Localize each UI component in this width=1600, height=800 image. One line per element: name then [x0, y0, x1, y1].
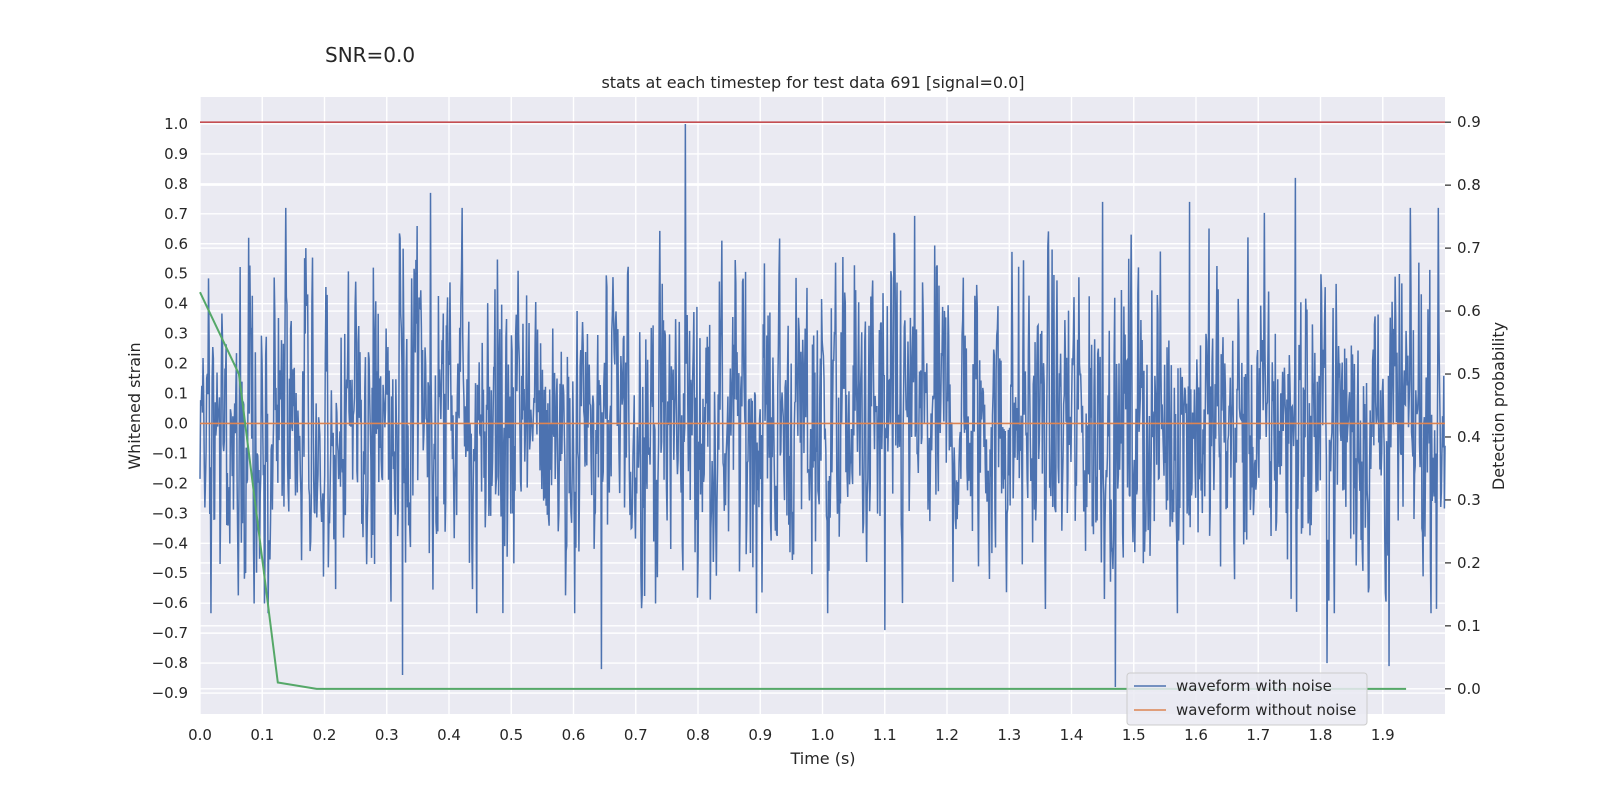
suptitle: SNR=0.0	[325, 43, 415, 67]
legend-label-noise: waveform with noise	[1176, 677, 1332, 695]
x-tick-label-7: 0.7	[624, 726, 648, 744]
y-left-tick-label-11: −0.1	[152, 444, 188, 462]
y-left-tick-label-16: −0.6	[152, 594, 188, 612]
y-left-axis-label: Whitened strain	[125, 342, 144, 469]
x-tick-label-16: 1.6	[1184, 726, 1208, 744]
y-right-tick-label-3: 0.6	[1457, 302, 1481, 320]
y-left-tick-label-3: 0.7	[164, 205, 188, 223]
y-right-tick-label-7: 0.2	[1457, 554, 1481, 572]
y-left-tick-label-18: −0.8	[152, 654, 188, 672]
y-right-tick-label-5: 0.4	[1457, 428, 1481, 446]
y-right-tick-label-2: 0.7	[1457, 239, 1481, 257]
y-right-tick-label-6: 0.3	[1457, 491, 1481, 509]
y-left-tick-label-6: 0.4	[164, 295, 188, 313]
y-left-tick-label-12: −0.2	[152, 474, 188, 492]
y-left-tick-label-0: 1.0	[164, 115, 188, 133]
y-left-tick-label-5: 0.5	[164, 265, 188, 283]
y-left-tick-label-1: 0.9	[164, 145, 188, 163]
x-tick-label-19: 1.9	[1371, 726, 1395, 744]
y-left-tick-label-8: 0.2	[164, 355, 188, 373]
legend-label-clean: waveform without noise	[1176, 701, 1356, 719]
x-tick-label-15: 1.5	[1122, 726, 1146, 744]
x-tick-label-9: 0.9	[748, 726, 772, 744]
noise-waveform-path	[199, 123, 1446, 688]
noise-waveform	[199, 123, 1446, 688]
x-tick-label-0: 0.0	[188, 726, 212, 744]
x-tick-label-2: 0.2	[313, 726, 337, 744]
y-right-tick-label-1: 0.8	[1457, 176, 1481, 194]
y-left-tick-label-9: 0.1	[164, 385, 188, 403]
y-left-axis-ticks: 1.0 0.9 0.8 0.7 0.6 0.5 0.4 0.3 0.2 0.1 0.0 −0.1 −0.…	[152, 115, 188, 702]
y-right-tick-label-9: 0.0	[1457, 680, 1481, 698]
y-right-tick-label-4: 0.5	[1457, 365, 1481, 383]
x-tick-label-12: 1.2	[935, 726, 959, 744]
x-tick-label-4: 0.4	[437, 726, 461, 744]
y-left-tick-label-19: −0.9	[152, 684, 188, 702]
x-tick-label-6: 0.6	[562, 726, 586, 744]
x-axis-label: Time (s)	[789, 749, 855, 768]
x-tick-label-3: 0.3	[375, 726, 399, 744]
y-right-axis-ticks: 0.9 0.8 0.7 0.6 0.5 0.4 0.3 0.2 0.1 0.0	[1445, 113, 1481, 698]
y-right-axis-label: Detection probability	[1489, 322, 1508, 490]
x-tick-label-14: 1.4	[1060, 726, 1084, 744]
x-axis-ticks: 0.0 0.1 0.2 0.3 0.4 0.5 0.6 0.7 0.8 0.9 1.0 1.1 1.2 1…	[188, 726, 1395, 744]
y-left-tick-label-10: 0.0	[164, 414, 188, 432]
x-tick-label-17: 1.7	[1246, 726, 1270, 744]
x-tick-label-5: 0.5	[499, 726, 523, 744]
x-tick-label-8: 0.8	[686, 726, 710, 744]
x-tick-label-11: 1.1	[873, 726, 897, 744]
y-right-tick-label-8: 0.1	[1457, 617, 1481, 635]
y-left-tick-label-15: −0.5	[152, 564, 188, 582]
x-tick-label-13: 1.3	[997, 726, 1021, 744]
y-right-tick-label-0: 0.9	[1457, 113, 1481, 131]
legend-box	[1126, 672, 1368, 726]
y-left-tick-label-7: 0.3	[164, 325, 188, 343]
y-left-tick-label-14: −0.4	[152, 534, 188, 552]
y-left-tick-label-13: −0.3	[152, 504, 188, 522]
x-tick-label-18: 1.8	[1309, 726, 1333, 744]
y-left-tick-label-17: −0.7	[152, 624, 188, 642]
x-tick-label-10: 1.0	[811, 726, 835, 744]
chart-title: stats at each timestep for test data 691…	[601, 73, 1024, 92]
x-tick-label-1: 0.1	[250, 726, 274, 744]
y-left-tick-label-2: 0.8	[164, 175, 188, 193]
y-left-tick-label-4: 0.6	[164, 235, 188, 253]
legend: waveform with noise waveform without noi…	[1126, 672, 1368, 726]
